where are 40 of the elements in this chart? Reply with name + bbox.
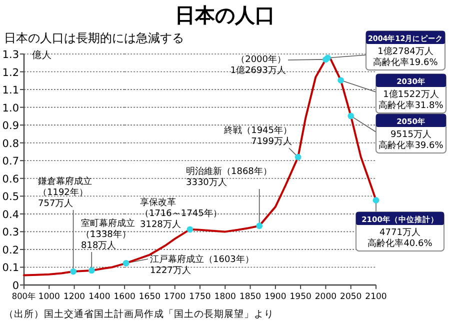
x-tick-label: 2050 (340, 292, 362, 302)
x-tick-label: 1650 (138, 292, 161, 302)
y-axis-title: 億人 (32, 49, 52, 61)
x-tick-label: 1850 (239, 292, 262, 302)
x-tick-label: 1400 (88, 292, 110, 302)
text: （出所）国土交通省国土計画局作成「国土の長期展望」より (4, 308, 274, 320)
x-tick-label: 1750 (189, 292, 211, 302)
annotation: 終戦（1945年）7199万人 (223, 125, 292, 147)
annotation: 江戸幕府成立（1603年）1227万人 (150, 254, 254, 276)
annotation: 室町幕府成立（1338年）818万人 (81, 218, 135, 251)
annotation: 鎌倉幕府成立（1192年）757万人 (38, 176, 92, 209)
y-tick-label: 0.6 (2, 173, 20, 186)
y-tick-label: 0.3 (2, 226, 19, 239)
y-tick-label: 0.5 (2, 191, 19, 204)
x-tick-label: 2100 (365, 292, 387, 302)
y-tick-label: 0.2 (2, 244, 19, 256)
annotation: 享保改革（1716～1745年）3128万人 (140, 197, 222, 230)
x-tick-label: 1800 (214, 292, 236, 302)
x-tick-label: 2000 (314, 292, 337, 302)
annotation: 明治維新（1868年）3330万人 (186, 166, 272, 188)
x-tick-label: 1600 (114, 292, 136, 302)
y-tick-label: 0 (12, 280, 19, 292)
x-tick-label: 1950 (290, 292, 312, 302)
y-tick-label: 0.7 (2, 156, 19, 168)
x-tick-label: 1900 (264, 292, 286, 302)
y-tick-label: 0.9 (2, 120, 19, 132)
y-tick-label: 0.4 (2, 208, 20, 221)
x-tick-label: 1000 (38, 292, 60, 302)
x-tick-label: 1700 (164, 292, 186, 302)
annotation: （2000年）1億2693万人 (230, 54, 286, 76)
y-tick-label: 0.8 (2, 138, 19, 150)
chart-subtitle: 日本の人口は長期的には急減する (4, 31, 184, 45)
y-tick-label: 1.2 (2, 66, 19, 79)
y-tick-label: 1.0 (2, 102, 19, 114)
y-tick-label: 0.1 (2, 262, 19, 274)
x-tick-label: 800年 (12, 291, 38, 302)
chart-title: 日本の人口 (175, 3, 275, 27)
y-tick-label: 1.3 (2, 49, 19, 61)
x-tick-label: 1200 (63, 292, 86, 302)
y-tick-label: 1.1 (2, 84, 19, 97)
